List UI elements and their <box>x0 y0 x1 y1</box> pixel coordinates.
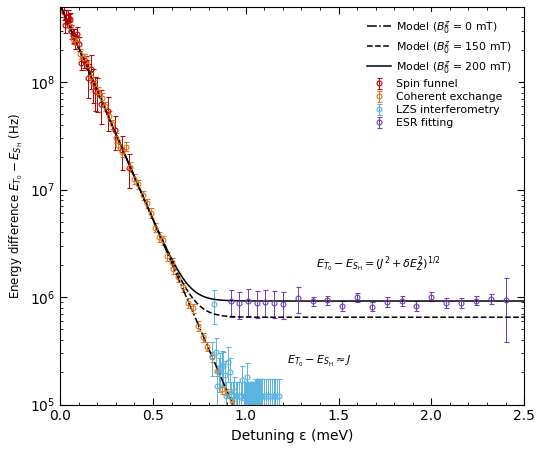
Model ($B_0^z$ = 200 mT) <box>282 298 289 304</box>
Line: Model ($B_0^z$ = 150 mT): Model ($B_0^z$ = 150 mT) <box>60 5 524 317</box>
Legend: Model ($B_0^z$ = 0 mT), Model ($B_0^z$ = 150 mT), Model ($B_0^z$ = 200 mT), Spin: Model ($B_0^z$ = 0 mT), Model ($B_0^z$ =… <box>361 12 519 135</box>
Model ($B_0^z$ = 150 mT) <box>507 315 514 320</box>
X-axis label: Detuning ε (meV): Detuning ε (meV) <box>231 429 353 443</box>
Model ($B_0^z$ = 200 mT) <box>507 298 514 304</box>
Model ($B_0^z$ = 0 mT) <box>57 3 63 8</box>
Model ($B_0^z$ = 150 mT) <box>270 315 277 320</box>
Text: $E_{T_0}-E_{S_\mathrm{H}}\approx J$: $E_{T_0}-E_{S_\mathrm{H}}\approx J$ <box>287 354 351 369</box>
Model ($B_0^z$ = 150 mT) <box>507 315 514 320</box>
Model ($B_0^z$ = 200 mT) <box>57 3 63 8</box>
Model ($B_0^z$ = 150 mT) <box>521 315 527 320</box>
Model ($B_0^z$ = 200 mT) <box>507 298 514 304</box>
Line: Model ($B_0^z$ = 200 mT): Model ($B_0^z$ = 200 mT) <box>60 5 524 301</box>
Model ($B_0^z$ = 200 mT) <box>422 298 429 304</box>
Model ($B_0^z$ = 150 mT) <box>521 315 527 320</box>
Model ($B_0^z$ = 200 mT) <box>81 58 87 63</box>
Model ($B_0^z$ = 200 mT) <box>270 298 277 304</box>
Model ($B_0^z$ = 150 mT) <box>81 58 87 63</box>
Text: $E_{T_0}-E_{S_\mathrm{H}}=(J^2+\delta E_Z^2)^{1/2}$: $E_{T_0}-E_{S_\mathrm{H}}=(J^2+\delta E_… <box>317 254 441 274</box>
Y-axis label: Energy difference $E_{T_0} - E_{S_\mathrm{H}}$ (Hz): Energy difference $E_{T_0} - E_{S_\mathr… <box>7 113 24 299</box>
Model ($B_0^z$ = 150 mT) <box>282 315 289 320</box>
Model ($B_0^z$ = 150 mT) <box>57 3 63 8</box>
Model ($B_0^z$ = 200 mT) <box>521 298 527 304</box>
Line: Model ($B_0^z$ = 0 mT): Model ($B_0^z$ = 0 mT) <box>60 5 524 450</box>
Model ($B_0^z$ = 0 mT) <box>81 58 87 63</box>
Model ($B_0^z$ = 150 mT) <box>422 315 429 320</box>
